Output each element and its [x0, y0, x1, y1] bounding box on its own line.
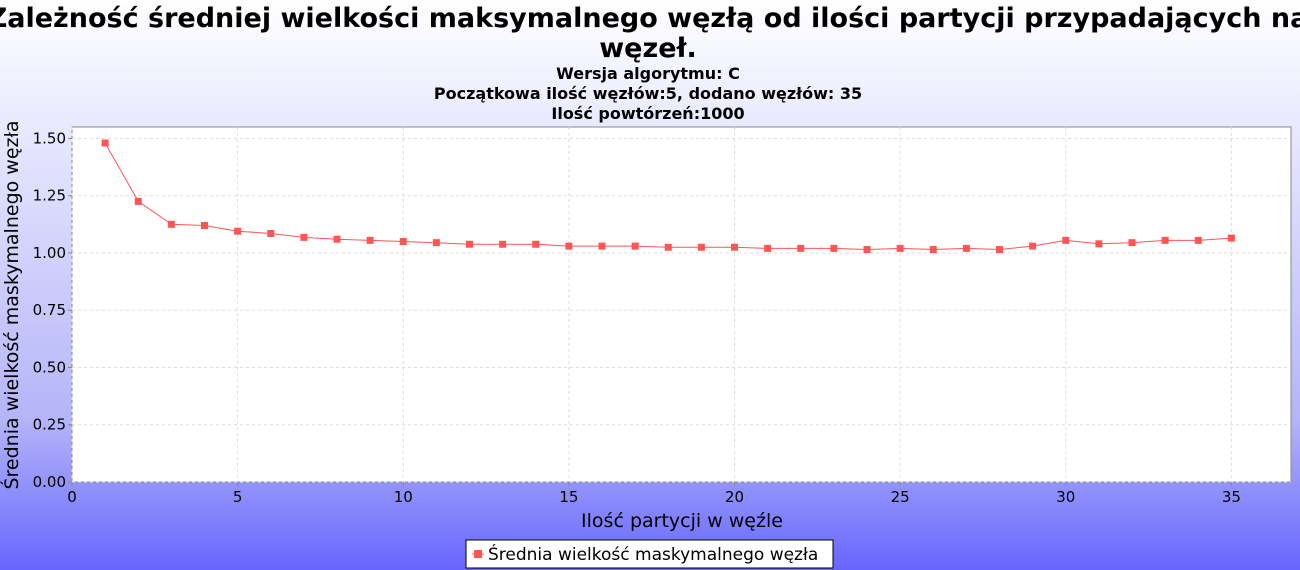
data-point-marker [466, 240, 473, 248]
data-point-marker [1095, 240, 1103, 248]
chart-title-line-1: Zależność średniej wielkości maksymalneg… [0, 3, 1300, 34]
data-point-marker [399, 238, 407, 246]
x-tick-label: 30 [1056, 488, 1075, 506]
x-tick-label: 5 [233, 488, 243, 506]
grid-lines [71, 127, 1291, 483]
y-tick-label: 0.25 [33, 416, 66, 434]
x-tick-label: 20 [725, 488, 744, 506]
data-point-marker [929, 246, 937, 254]
data-point-marker [101, 139, 109, 147]
data-point-marker [1227, 234, 1235, 242]
subtitle-algorithm-version: Wersja algorytmu: C [556, 64, 740, 83]
y-tick-label: 1.25 [33, 187, 66, 205]
data-point-marker [664, 243, 672, 251]
x-tick-label: 10 [394, 488, 413, 506]
data-point-marker [697, 243, 705, 251]
data-point-marker [896, 244, 904, 252]
data-point-marker [1128, 239, 1136, 247]
y-tick-label: 0.50 [33, 358, 66, 376]
data-point-marker [532, 240, 540, 248]
legend: Średnia wielkość maskymalnego węzła [465, 539, 834, 569]
y-tick-label: 1.50 [33, 129, 66, 147]
data-point-marker [631, 242, 639, 250]
x-tick-label: 35 [1222, 488, 1241, 506]
data-point-marker [499, 240, 507, 248]
data-point-marker [201, 221, 208, 229]
legend-box [465, 539, 834, 569]
data-point-marker [366, 236, 374, 244]
data-point-marker [565, 242, 573, 250]
data-point-marker [267, 230, 275, 237]
data-point-marker [1161, 236, 1169, 244]
data-point-marker [731, 243, 738, 251]
data-point-marker [996, 246, 1003, 254]
data-point-marker [234, 227, 242, 235]
data-point-marker [1062, 236, 1070, 244]
y-tick-label: 1.00 [33, 244, 66, 262]
y-tick-label: 0.00 [33, 473, 66, 491]
x-tick-label: 15 [559, 488, 578, 506]
data-point-marker [1029, 242, 1037, 250]
data-point-marker [1194, 236, 1202, 244]
subtitle-repetitions: Ilość powtórzeń:1000 [551, 104, 744, 123]
subtitle-node-counts: Początkowa ilość węzłów:5, dodano węzłów… [434, 84, 862, 103]
data-point-marker [134, 197, 142, 205]
axes: 0.00 0.25 0.50 0.75 1.00 1.25 1.50 0 5 10 15 20 25 30… [33, 129, 1241, 506]
data-point-marker [962, 244, 970, 252]
data-point-marker [333, 235, 341, 243]
y-tick-label: 0.75 [33, 301, 66, 319]
x-tick-label: 25 [891, 488, 910, 506]
legend-label: Średnia wielkość maskymalnego węzła [488, 543, 818, 565]
plot-area [71, 126, 1292, 483]
data-point-marker [598, 242, 606, 250]
x-tick-label: 0 [67, 488, 77, 506]
y-axis-label: Średnia wielkość maskymalnego węzła [0, 120, 23, 489]
data-point-marker [300, 233, 308, 241]
data-point-marker [797, 244, 805, 252]
chart-title-line-2: węzeł. [599, 33, 697, 64]
x-axis-label: Ilość partycji w węźle [581, 510, 783, 532]
legend-marker-swatch [474, 550, 482, 558]
data-point-marker [764, 244, 772, 252]
series-layer [101, 139, 1235, 254]
data-point-marker [863, 246, 871, 254]
data-point-marker [830, 244, 838, 252]
data-point-marker [432, 239, 440, 247]
data-point-marker [167, 220, 175, 228]
